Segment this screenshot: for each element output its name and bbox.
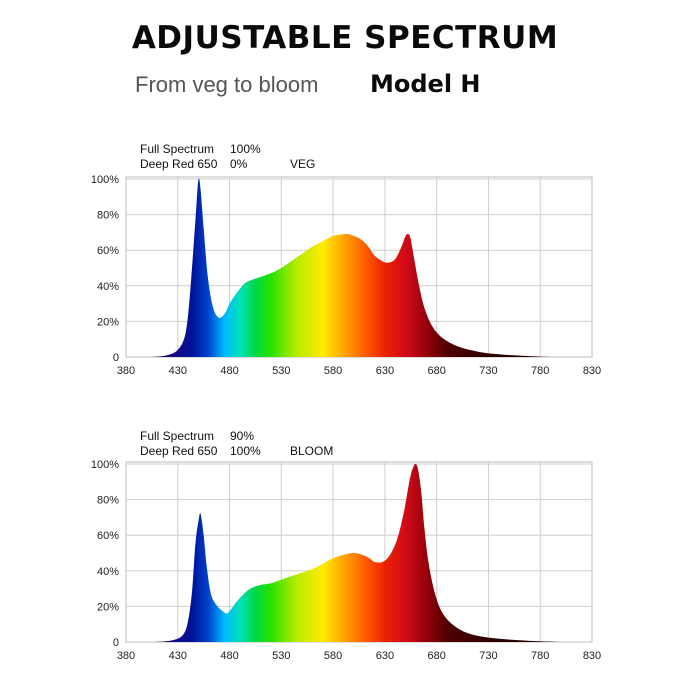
y-tick-label: 80% — [97, 495, 119, 507]
veg-spectrum-chart: Full Spectrum 100% Deep Red 650 0% VEG 0… — [0, 135, 700, 405]
mode-label: BLOOM — [290, 444, 334, 458]
chart-plot: 0 20% 40% 60% 80% 100% 380 430 480 530 580 630 680 73… — [91, 174, 601, 377]
bloom-spectrum-chart: Full Spectrum 90% Deep Red 650 100% BLOO… — [0, 420, 700, 690]
setting-value: 0% — [230, 157, 248, 171]
y-tick-label: 80% — [97, 210, 119, 222]
x-tick-label: 780 — [531, 365, 549, 377]
y-tick-label: 60% — [97, 530, 119, 542]
x-tick-label: 630 — [376, 365, 394, 377]
y-tick-label: 100% — [91, 459, 119, 471]
x-tick-label: 580 — [324, 365, 342, 377]
x-tick-label: 730 — [479, 650, 497, 662]
x-tick-label: 430 — [169, 650, 187, 662]
setting-value: 100% — [230, 444, 261, 458]
x-tick-label: 530 — [272, 650, 290, 662]
setting-label: Deep Red 650 — [140, 444, 218, 458]
spectrum-area — [155, 463, 561, 642]
x-tick-label: 480 — [220, 650, 238, 662]
setting-label: Full Spectrum — [140, 429, 215, 443]
y-tick-label: 20% — [97, 316, 119, 328]
x-tick-label: 830 — [583, 650, 601, 662]
setting-value: 90% — [230, 429, 255, 443]
x-tick-label: 780 — [531, 650, 549, 662]
x-tick-label: 380 — [117, 650, 135, 662]
x-tick-label: 430 — [169, 365, 187, 377]
x-tick-label: 830 — [583, 365, 601, 377]
y-tick-label: 0 — [113, 352, 119, 364]
x-tick-label: 680 — [427, 650, 445, 662]
page-title: ADJUSTABLE SPECTRUM — [131, 20, 559, 56]
x-tick-label: 630 — [376, 650, 394, 662]
y-tick-label: 40% — [97, 281, 119, 293]
y-tick-label: 40% — [97, 566, 119, 578]
setting-label: Full Spectrum — [140, 142, 215, 156]
x-tick-label: 730 — [479, 365, 497, 377]
y-tick-label: 20% — [97, 601, 119, 613]
spectrum-area — [151, 178, 551, 357]
x-tick-label: 580 — [324, 650, 342, 662]
x-tick-label: 380 — [117, 365, 135, 377]
model-name: Model H — [370, 70, 481, 98]
chart-plot: 0 20% 40% 60% 80% 100% 380 430 480 530 580 630 680 73… — [91, 459, 601, 662]
x-tick-label: 680 — [427, 365, 445, 377]
setting-label: Deep Red 650 — [140, 157, 218, 171]
setting-value: 100% — [230, 142, 261, 156]
subtitle: From veg to bloom — [135, 72, 319, 97]
mode-label: VEG — [290, 157, 316, 171]
x-tick-label: 530 — [272, 365, 290, 377]
y-tick-label: 0 — [113, 637, 119, 649]
x-tick-label: 480 — [220, 365, 238, 377]
y-tick-label: 100% — [91, 174, 119, 186]
y-tick-label: 60% — [97, 245, 119, 257]
